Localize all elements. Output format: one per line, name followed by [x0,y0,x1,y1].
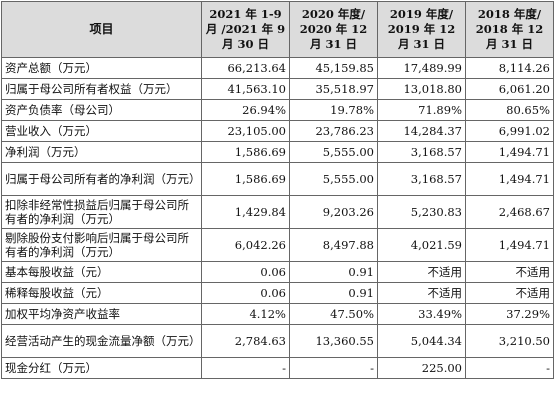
cell-value: 37.29% [465,303,554,325]
cell-value: 6,061.20 [465,78,554,100]
row-label: 归属于母公司所有者权益（万元） [1,78,202,100]
cell-value: 35,518.97 [289,78,378,100]
row-label: 营业收入（万元） [1,120,202,142]
table-row: 净利润（万元） 1,586.69 5,555.00 3,168.57 1,494… [1,141,554,163]
row-label: 现金分红（万元） [1,357,202,379]
table-row: 经营活动产生的现金流量净额（万元） 2,784.63 13,360.55 5,0… [1,324,554,358]
cell-value: 0.06 [201,282,290,304]
row-label: 归属于母公司所有者的净利润（万元） [1,162,202,196]
header-2018: 2018 年度/ 2018 年 12 月 31 日 [465,1,554,58]
cell-value: 19.78% [289,99,378,121]
cell-value: 1,494.71 [465,162,554,196]
header-2019: 2019 年度/ 2019 年 12 月 31 日 [377,1,466,58]
cell-value: 23,786.23 [289,120,378,142]
cell-value: 2,784.63 [201,324,290,358]
cell-value: 80.65% [465,99,554,121]
table-row: 剔除股份支付影响后归属于母公司所有者的净利润（万元） 6,042.26 8,49… [1,228,554,262]
table-row: 归属于母公司所有者的净利润（万元） 1,586.69 5,555.00 3,16… [1,162,554,196]
cell-value: - [465,357,554,379]
table-row: 现金分红（万元） - - 225.00 - [1,357,554,379]
cell-value: 13,360.55 [289,324,378,358]
cell-value: 不适用 [465,282,554,304]
cell-value: 66,213.64 [201,57,290,79]
cell-value: 3,168.57 [377,141,466,163]
table-row: 营业收入（万元） 23,105.00 23,786.23 14,284.37 6… [1,120,554,142]
cell-value: 2,468.67 [465,195,554,229]
cell-value: - [289,357,378,379]
table-row: 基本每股收益（元） 0.06 0.91 不适用 不适用 [1,261,554,283]
cell-value: 0.91 [289,282,378,304]
table-row: 稀释每股收益（元） 0.06 0.91 不适用 不适用 [1,282,554,304]
cell-value: 23,105.00 [201,120,290,142]
row-label: 剔除股份支付影响后归属于母公司所有者的净利润（万元） [1,228,202,262]
cell-value: 4.12% [201,303,290,325]
header-row: 项目 2021 年 1-9 月 /2021 年 9 月 30 日 2020 年度… [1,1,554,58]
row-label: 资产负债率（母公司） [1,99,202,121]
row-label: 扣除非经常性损益后归属于母公司所有者的净利润（万元） [1,195,202,229]
cell-value: 1,586.69 [201,141,290,163]
cell-value: 17,489.99 [377,57,466,79]
cell-value: 5,230.83 [377,195,466,229]
header-item: 项目 [1,1,202,58]
cell-value: 1,494.71 [465,228,554,262]
row-label: 经营活动产生的现金流量净额（万元） [1,324,202,358]
table-row: 扣除非经常性损益后归属于母公司所有者的净利润（万元） 1,429.84 9,20… [1,195,554,229]
cell-value: - [201,357,290,379]
cell-value: 26.94% [201,99,290,121]
cell-value: 1,494.71 [465,141,554,163]
financial-data-table: 项目 2021 年 1-9 月 /2021 年 9 月 30 日 2020 年度… [1,1,554,379]
cell-value: 225.00 [377,357,466,379]
cell-value: 不适用 [377,282,466,304]
cell-value: 不适用 [465,261,554,283]
cell-value: 1,586.69 [201,162,290,196]
cell-value: 0.06 [201,261,290,283]
cell-value: 9,203.26 [289,195,378,229]
header-2021: 2021 年 1-9 月 /2021 年 9 月 30 日 [201,1,290,58]
cell-value: 33.49% [377,303,466,325]
row-label: 加权平均净资产收益率 [1,303,202,325]
cell-value: 47.50% [289,303,378,325]
cell-value: 4,021.59 [377,228,466,262]
row-label: 资产总额（万元） [1,57,202,79]
cell-value: 8,114.26 [465,57,554,79]
cell-value: 不适用 [377,261,466,283]
cell-value: 6,042.26 [201,228,290,262]
cell-value: 6,991.02 [465,120,554,142]
cell-value: 5,555.00 [289,141,378,163]
cell-value: 13,018.80 [377,78,466,100]
cell-value: 5,555.00 [289,162,378,196]
cell-value: 0.91 [289,261,378,283]
cell-value: 3,168.57 [377,162,466,196]
row-label: 稀释每股收益（元） [1,282,202,304]
table-row: 资产总额（万元） 66,213.64 45,159.85 17,489.99 8… [1,57,554,79]
cell-value: 1,429.84 [201,195,290,229]
table-row: 加权平均净资产收益率 4.12% 47.50% 33.49% 37.29% [1,303,554,325]
cell-value: 3,210.50 [465,324,554,358]
cell-value: 8,497.88 [289,228,378,262]
table-row: 归属于母公司所有者权益（万元） 41,563.10 35,518.97 13,0… [1,78,554,100]
cell-value: 45,159.85 [289,57,378,79]
header-2020: 2020 年度/ 2020 年 12 月 31 日 [289,1,378,58]
cell-value: 71.89% [377,99,466,121]
cell-value: 5,044.34 [377,324,466,358]
cell-value: 14,284.37 [377,120,466,142]
table-row: 资产负债率（母公司） 26.94% 19.78% 71.89% 80.65% [1,99,554,121]
row-label: 基本每股收益（元） [1,261,202,283]
row-label: 净利润（万元） [1,141,202,163]
cell-value: 41,563.10 [201,78,290,100]
